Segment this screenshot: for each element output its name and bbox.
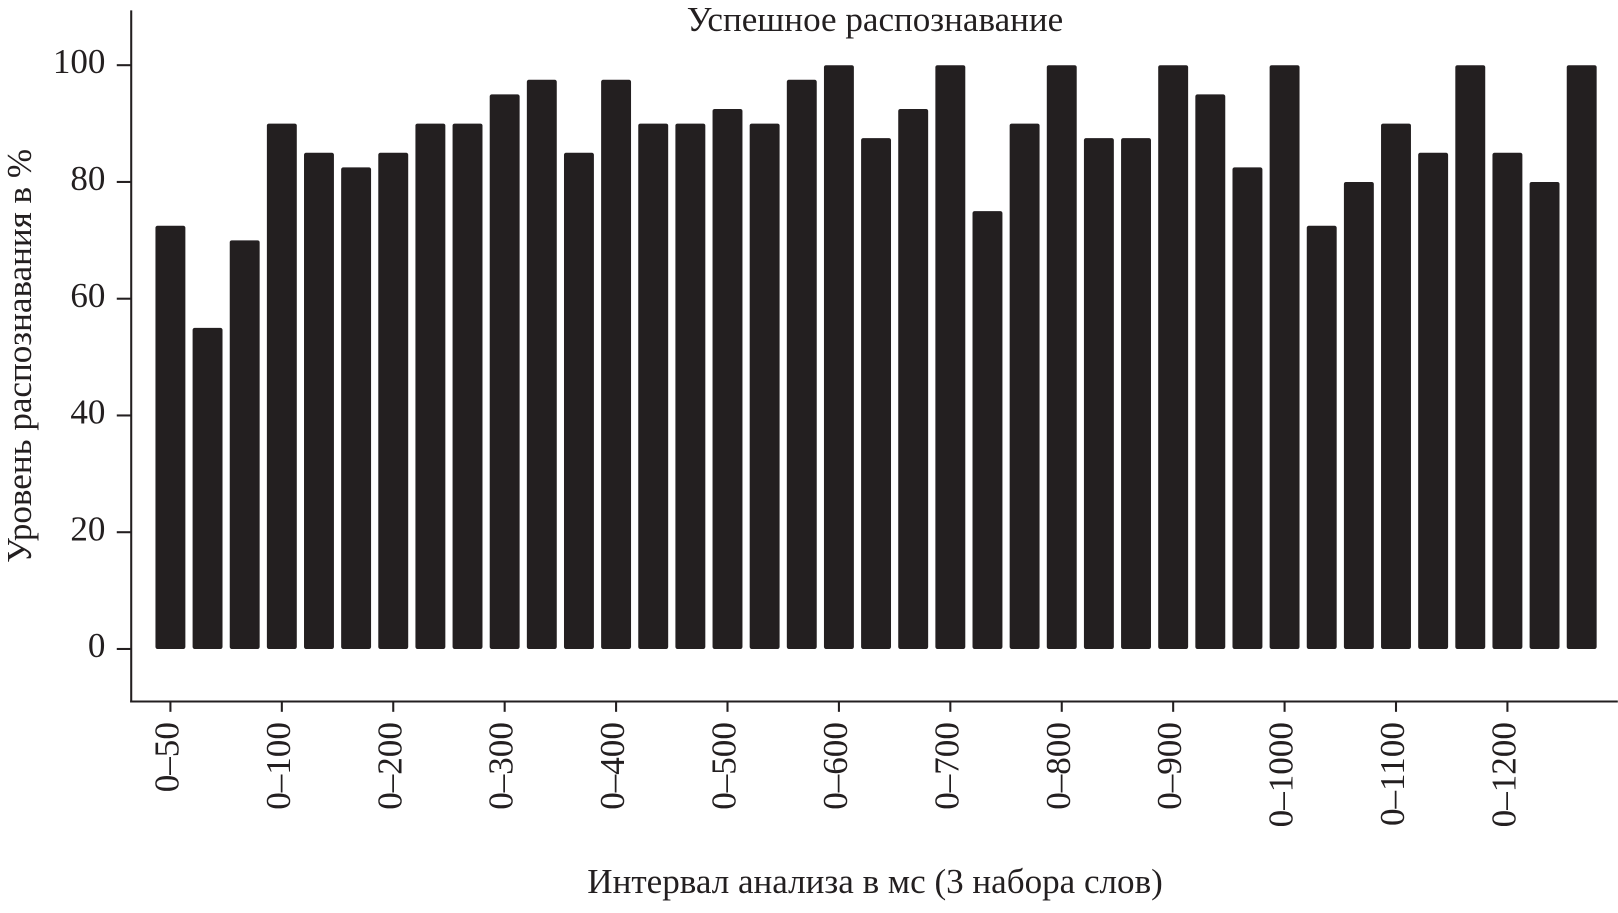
y-tick-label: 40 xyxy=(70,393,105,432)
x-tick-label: 0–500 xyxy=(705,722,744,810)
bar xyxy=(1381,123,1411,649)
bar xyxy=(1009,123,1040,649)
bar xyxy=(526,79,557,649)
y-tick-label: 0 xyxy=(88,626,106,665)
bar xyxy=(304,152,334,649)
bar xyxy=(1269,65,1300,649)
bar xyxy=(601,79,632,649)
bar xyxy=(341,167,372,649)
bar xyxy=(712,108,743,649)
bar xyxy=(786,79,817,649)
x-tick-label: 0–300 xyxy=(482,722,521,810)
bar xyxy=(229,240,260,649)
bar xyxy=(1492,152,1523,649)
bar xyxy=(155,225,186,649)
bar xyxy=(452,123,483,649)
bar xyxy=(935,65,966,649)
x-tick-label: 0–400 xyxy=(593,722,632,810)
x-tick-label: 0–900 xyxy=(1150,722,1189,810)
x-tick-label: 0–800 xyxy=(1039,722,1078,810)
y-tick-label: 80 xyxy=(70,159,105,198)
x-tick-label: 0–200 xyxy=(370,722,409,810)
bar xyxy=(638,123,669,649)
chart-title: Успешное распознавание xyxy=(687,0,1063,39)
bar xyxy=(1529,181,1560,649)
bar xyxy=(1566,65,1597,649)
y-axis-label: Уровень распознавания в % xyxy=(0,149,39,563)
bar xyxy=(1418,152,1449,649)
bar xyxy=(1195,94,1226,649)
y-tick-label: 60 xyxy=(70,276,105,315)
bar xyxy=(1083,138,1114,649)
bar xyxy=(1306,225,1337,649)
x-tick-label: 0–700 xyxy=(927,722,966,810)
x-tick-label: 0–100 xyxy=(259,722,298,810)
bar xyxy=(489,94,520,649)
bar xyxy=(1232,167,1263,649)
bar xyxy=(378,152,409,649)
x-tick-label: 0–1100 xyxy=(1373,722,1412,826)
x-axis-label: Интервал анализа в мс (3 набора слов) xyxy=(587,862,1163,901)
bar xyxy=(972,211,1003,649)
y-tick-label: 100 xyxy=(53,42,106,81)
bar xyxy=(563,152,594,649)
bar xyxy=(861,138,892,649)
bar xyxy=(749,123,780,649)
x-tick-label: 0–1000 xyxy=(1262,722,1301,827)
x-tick-label: 0–50 xyxy=(147,722,186,792)
x-tick-label: 0–1200 xyxy=(1484,722,1523,827)
x-tick-label: 0–600 xyxy=(816,722,855,810)
bar xyxy=(415,123,446,649)
bar xyxy=(1046,65,1077,649)
bar xyxy=(898,108,929,649)
y-tick-label: 20 xyxy=(70,509,105,548)
bar xyxy=(1158,65,1189,649)
bar xyxy=(675,123,706,649)
bar xyxy=(192,327,223,649)
bar xyxy=(1455,65,1486,649)
bar xyxy=(266,123,297,649)
bar xyxy=(823,65,854,649)
bar xyxy=(1121,138,1151,649)
bar xyxy=(1343,181,1374,649)
